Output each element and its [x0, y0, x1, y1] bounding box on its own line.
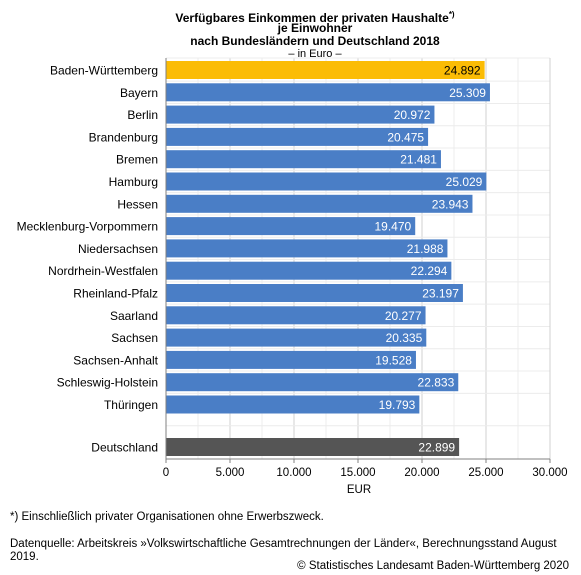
- bar: [166, 438, 460, 456]
- bar: [166, 172, 487, 191]
- x-tick-label: 30.000: [532, 467, 567, 479]
- bar-value-label: 20.972: [394, 108, 431, 122]
- bar-value-label: 20.277: [385, 309, 422, 323]
- x-tick-label: 25.000: [468, 467, 503, 479]
- copyright: © Statistisches Landesamt Baden-Württemb…: [297, 560, 569, 572]
- bar-value-label: 22.833: [418, 376, 455, 390]
- category-label: Brandenburg: [89, 130, 158, 144]
- bar-value-label: 24.892: [444, 64, 481, 78]
- footnote: *) Einschließlich privater Organisatione…: [10, 511, 324, 523]
- x-tick-label: 5.000: [216, 467, 245, 479]
- category-label: Sachsen: [111, 331, 158, 345]
- category-label: Hessen: [117, 197, 158, 211]
- bar-value-label: 22.899: [418, 441, 455, 455]
- bar: [166, 239, 448, 258]
- category-label: Thüringen: [104, 398, 158, 412]
- bar-value-label: 23.943: [432, 197, 469, 211]
- chart-title-line-2: je Einwohner: [277, 21, 353, 35]
- bar: [166, 150, 441, 169]
- bar-value-label: 22.294: [411, 264, 448, 278]
- bar-value-label: 25.309: [449, 86, 486, 100]
- category-label: Niedersachsen: [78, 242, 158, 256]
- bar: [166, 83, 490, 102]
- bar: [166, 373, 459, 392]
- x-tick-label: 20.000: [404, 467, 439, 479]
- chart-title-line-3: nach Bundesländern und Deutschland 2018: [190, 34, 440, 48]
- bar: [166, 261, 452, 280]
- x-tick-label: 10.000: [276, 467, 311, 479]
- category-label: Berlin: [127, 108, 158, 122]
- bar-value-label: 23.197: [422, 287, 459, 301]
- bar-value-label: 25.029: [446, 175, 483, 189]
- bar-value-label: 20.335: [386, 331, 423, 345]
- bar: [166, 127, 429, 146]
- title-footnote-mark: *): [448, 10, 455, 19]
- title-line-1: Verfügbares Einkommen der privaten Haush…: [175, 11, 449, 25]
- bar: [166, 328, 427, 347]
- source-note: Datenquelle: Arbeitskreis »Volkswirtscha…: [10, 538, 557, 563]
- category-label: Mecklenburg-Vorpommern: [17, 220, 158, 234]
- category-label: Hamburg: [109, 175, 158, 189]
- x-tick-label: 15.000: [340, 467, 375, 479]
- category-label: Baden-Württemberg: [50, 64, 158, 78]
- category-label: Nordrhein-Westfalen: [48, 264, 158, 278]
- x-tick-label: 0: [163, 467, 169, 479]
- bar-value-label: 19.793: [379, 398, 416, 412]
- category-label: Bayern: [120, 86, 158, 100]
- bar: [166, 194, 473, 213]
- bar: [166, 105, 435, 124]
- bar-value-label: 19.470: [375, 220, 412, 234]
- bar: [166, 306, 426, 325]
- bar: [166, 284, 463, 302]
- bar: [166, 395, 420, 414]
- bar: [166, 350, 416, 369]
- x-axis-label: EUR: [347, 484, 371, 496]
- bar: [166, 217, 416, 236]
- category-label: Sachsen-Anhalt: [73, 353, 158, 367]
- chart-title: Verfügbares Einkommen der privaten Haush…: [120, 8, 510, 25]
- bar-chart: 24.892 Baden-Württemberg 25.309 Bayern 20.97…: [17, 57, 568, 496]
- category-label: Deutschland: [91, 441, 158, 455]
- bar-value-label: 20.475: [387, 130, 424, 144]
- bar: [166, 61, 485, 79]
- bar-value-label: 21.481: [400, 153, 437, 167]
- category-label: Schleswig-Holstein: [57, 376, 158, 390]
- category-label: Saarland: [110, 309, 158, 323]
- bar-value-label: 21.988: [407, 242, 444, 256]
- category-label: Bremen: [116, 153, 158, 167]
- unit-note: – in Euro –: [288, 48, 342, 60]
- category-label: Rheinland-Pfalz: [73, 287, 158, 301]
- bar-value-label: 19.528: [375, 353, 412, 367]
